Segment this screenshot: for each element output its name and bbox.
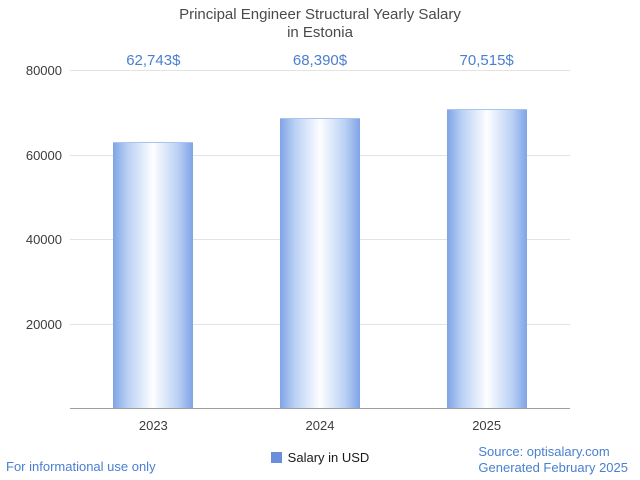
y-axis-tick-label: 80000	[25, 63, 62, 78]
plot-area: 20000 40000 60000 80000 62,743$ 2023 68,390$ 20…	[26, 52, 570, 433]
y-axis-tick-label: 20000	[25, 316, 62, 332]
chart-title-line1: Principal Engineer Structural Yearly Sal…	[179, 6, 461, 23]
chart-title: Principal Engineer Structural Yearly Sal…	[0, 6, 640, 42]
x-axis-tick-label: 2023	[138, 418, 168, 433]
y-axis-tick-label: 40000	[25, 232, 62, 247]
gridline	[70, 70, 570, 71]
source-link[interactable]: Source: optisalary.com	[478, 444, 610, 459]
bar-2025[interactable]	[446, 109, 527, 408]
x-axis-tick-label: 2024	[305, 418, 335, 433]
x-axis-line	[70, 408, 570, 409]
value-label-2024: 68,390$	[292, 52, 348, 69]
generated-date: Generated February 2025	[478, 460, 628, 475]
bar-2023[interactable]	[113, 142, 194, 408]
legend-label: Salary in USD	[287, 450, 370, 465]
x-axis-tick-label: 2025	[472, 418, 502, 433]
value-label-2025: 70,515$	[459, 52, 514, 69]
chart-legend: Salary in USD	[0, 450, 640, 465]
value-label-2023: 62,743$	[126, 52, 181, 69]
bar-2024[interactable]	[280, 118, 360, 408]
source-block: Source: optisalary.com Generated Februar…	[478, 444, 628, 476]
y-axis-tick-label: 60000	[25, 147, 62, 163]
legend-swatch-icon	[270, 452, 282, 463]
chart-title-line2: in Estonia	[287, 24, 353, 41]
disclaimer-text: For informational use only	[6, 459, 156, 474]
